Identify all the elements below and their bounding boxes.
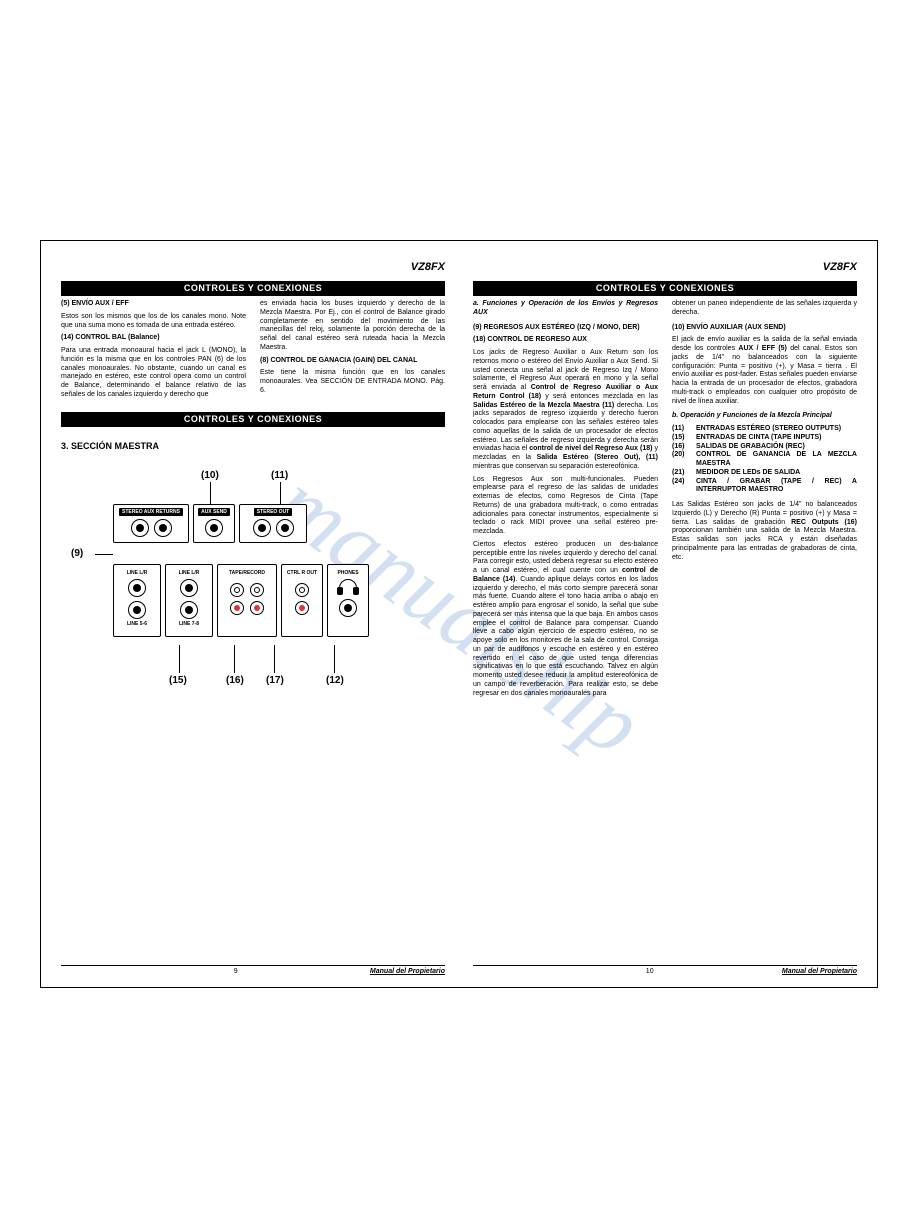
page-number: 10 [646,968,654,977]
box-line78: LINE L/R LINE 7-8 [165,564,213,637]
box-label: PHONES [337,570,358,576]
page-9: VZ8FX CONTROLES Y CONEXIONES (5) ENVÍO A… [61,261,445,977]
label-9: (9) [71,548,83,561]
box-aux-returns: STEREO AUX RETURNS [113,504,189,543]
page-10: VZ8FX CONTROLES Y CONEXIONES a. Funcione… [473,261,857,977]
col-2: es enviada hacia los buses izquierdo y d… [260,300,445,404]
box-label: LINE L/R [127,570,148,576]
page-number: 9 [234,968,238,977]
p-outputs: Las Salidas Estéreo son jacks de 1/4" no… [672,501,857,562]
top-row: STEREO AUX RETURNS AUX SEND STEREO OUT [113,504,307,543]
box-label: LINE L/R [179,570,200,576]
box-label: AUX SEND [198,508,230,516]
section-3-title: 3. SECCIÓN MAESTRA [61,441,445,452]
sheet: manualship VZ8FX CONTROLES Y CONEXIONES … [0,20,918,1208]
footer-label: Manual del Propietario [370,968,445,977]
lead [280,482,281,504]
box-label: LINE 7-8 [179,621,199,627]
box-label: STEREO OUT [254,508,293,516]
p-18: Los jacks de Regreso Auxiliar o Aux Retu… [473,349,658,472]
box-stereo-out: STEREO OUT [239,504,307,543]
box-line56: LINE L/R LINE 5-6 [113,564,161,637]
heading-b: b. Operación y Funciones de la Mezcla Pr… [672,412,857,421]
h-14: (14) CONTROL BAL (Balance) [61,334,160,341]
lead [274,645,275,673]
box-tape-record: TAPE/RECORD [217,564,277,637]
label-16: (16) [226,675,244,688]
lead [179,645,180,673]
h-18: (18) CONTROL DE REGRESO AUX [473,336,658,345]
bottom-row: LINE L/R LINE 5-6 LINE L/R LINE 7-8 TAPE… [113,564,369,637]
p-8: Este tiene la misma función que en los c… [260,369,445,395]
label-12: (12) [326,675,344,688]
p-balance: Ciertos efectos estéreo producen un des-… [473,541,658,699]
banner-3: CONTROLES Y CONEXIONES [473,281,857,296]
item-list: (11)ENTRADAS ESTÉREO (STEREO OUTPUTS) (1… [672,425,857,495]
box-ctrl-out: CTRL R OUT [281,564,323,637]
model-header: VZ8FX [473,261,857,275]
h-9: (9) REGRESOS AUX ESTÉREO (IZQ / MONO, DE… [473,324,658,333]
lead [210,482,211,504]
right-columns: a. Funciones y Operación de los Envíos y… [473,300,857,965]
box-label: STEREO AUX RETURNS [119,508,183,516]
box-label: CTRL R OUT [287,570,317,576]
h-5: (5) ENVÍO AUX / EFF [61,300,129,307]
banner-2: CONTROLES Y CONEXIONES [61,412,445,427]
label-11: (11) [271,470,288,483]
p-multi: Los Regresos Aux son multi-funcionales. … [473,476,658,537]
model-header: VZ8FX [61,261,445,275]
box-label: LINE 5-6 [127,621,147,627]
heading-a: a. Funciones y Operación de los Envíos y… [473,300,658,318]
banner-1: CONTROLES Y CONEXIONES [61,281,445,296]
footer-label: Manual del Propietario [782,968,857,977]
p-14: Para una entrada monoaural hacia el jack… [61,347,246,400]
label-10: (10) [201,470,219,483]
footer-right: 10 Manual del Propietario [473,965,857,977]
footer-left: 9 Manual del Propietario [61,965,445,977]
p-10: El jack de envío auxiliar es la salida d… [672,336,857,406]
box-aux-send: AUX SEND [193,504,235,543]
lead [95,554,113,555]
lead [234,645,235,673]
p-5: Estos son los mismos que los de los cana… [61,313,246,331]
col-1: a. Funciones y Operación de los Envíos y… [473,300,658,965]
label-17: (17) [266,675,284,688]
box-label: TAPE/RECORD [229,570,265,576]
h-10: (10) ENVÍO AUXILIAR (AUX SEND) [672,324,857,333]
lead [334,645,335,673]
master-section-diagram: (10) (11) (9) (15) (16) (17) (12) STE [71,470,391,710]
top-columns: (5) ENVÍO AUX / EFF Estos son los mismos… [61,300,445,404]
p-cont: obtener un paneo independiente de las se… [672,300,857,318]
label-15: (15) [169,675,187,688]
col-1: (5) ENVÍO AUX / EFF Estos son los mismos… [61,300,246,404]
box-phones: PHONES [327,564,369,637]
headphones-icon [337,579,359,595]
document-frame: manualship VZ8FX CONTROLES Y CONEXIONES … [40,240,878,988]
p-cont: es enviada hacia los buses izquierdo y d… [260,300,445,353]
h-8: (8) CONTROL DE GANACIA (GAIN) DEL CANAL [260,357,417,364]
col-2: obtener un paneo independiente de las se… [672,300,857,965]
